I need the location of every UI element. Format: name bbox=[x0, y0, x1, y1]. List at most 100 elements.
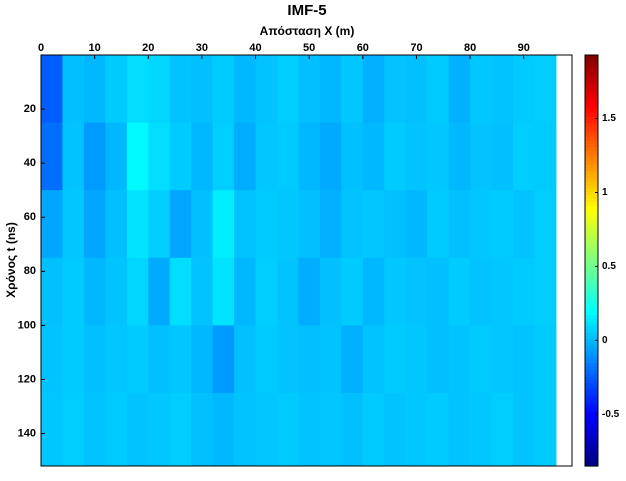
colorbar-strip bbox=[585, 318, 598, 323]
heatmap-cell bbox=[534, 392, 557, 467]
heatmap-cell bbox=[126, 122, 149, 191]
heatmap-cell bbox=[319, 55, 342, 124]
colorbar-strip bbox=[585, 126, 598, 131]
heatmap-cell bbox=[148, 325, 171, 394]
heatmap-cell bbox=[212, 325, 235, 394]
colorbar-strip bbox=[585, 130, 598, 135]
heatmap-cell bbox=[277, 122, 299, 191]
colorbar-strip bbox=[585, 274, 598, 279]
colorbar-strip bbox=[585, 157, 598, 162]
heatmap-cell bbox=[41, 122, 63, 191]
colorbar-strip bbox=[585, 72, 598, 77]
heatmap-cell bbox=[62, 55, 85, 124]
heatmap-cell bbox=[319, 392, 342, 467]
y-tick-label: 80 bbox=[24, 265, 36, 277]
colorbar-strip bbox=[585, 383, 598, 388]
heatmap-cell bbox=[126, 325, 149, 394]
heatmap-cell bbox=[448, 122, 471, 191]
heatmap-cell bbox=[341, 257, 364, 326]
heatmap-cell bbox=[341, 190, 364, 259]
heatmap-cell bbox=[62, 122, 85, 191]
colorbar-strip bbox=[585, 387, 598, 392]
colorbar-strip bbox=[585, 400, 598, 405]
heatmap-cell bbox=[470, 392, 493, 467]
colorbar-strip bbox=[585, 329, 598, 334]
colorbar-strip bbox=[585, 301, 598, 306]
colorbar-strip bbox=[585, 209, 598, 214]
heatmap-cell bbox=[212, 257, 235, 326]
colorbar-strip bbox=[585, 370, 598, 375]
heatmap-cell bbox=[191, 55, 214, 124]
heatmap-cell bbox=[126, 190, 149, 259]
colorbar-strip bbox=[585, 445, 598, 450]
colorbar-strip bbox=[585, 267, 598, 272]
heatmap-cell bbox=[191, 325, 214, 394]
colorbar-strip bbox=[585, 96, 598, 101]
heatmap-cell bbox=[534, 257, 557, 326]
colorbar-strip bbox=[585, 438, 598, 443]
colorbar-tick-label: 0.5 bbox=[602, 261, 616, 272]
heatmap-cell bbox=[341, 122, 364, 191]
heatmap-cell bbox=[83, 190, 106, 259]
x-tick-label: 60 bbox=[357, 42, 369, 54]
heatmap-cell bbox=[534, 190, 557, 259]
heatmap-cell bbox=[148, 392, 171, 467]
colorbar-strip bbox=[585, 222, 598, 227]
colorbar-strip bbox=[585, 356, 598, 361]
colorbar-strip bbox=[585, 448, 598, 453]
colorbar-strip bbox=[585, 113, 598, 118]
heatmap-cell bbox=[470, 190, 493, 259]
colorbar-tick-label: 0 bbox=[602, 335, 608, 346]
colorbar-strip bbox=[585, 226, 598, 231]
colorbar-strip bbox=[585, 411, 598, 416]
colorbar-strip bbox=[585, 178, 598, 183]
heatmap-cell bbox=[169, 190, 192, 259]
colorbar-strip bbox=[585, 161, 598, 166]
heatmap-cell bbox=[319, 325, 342, 394]
colorbar-strip bbox=[585, 263, 598, 268]
y-tick-label: 20 bbox=[24, 103, 36, 115]
heatmap-cell bbox=[341, 392, 364, 467]
heatmap-cell bbox=[534, 55, 557, 124]
colorbar-strip bbox=[585, 349, 598, 354]
heatmap-cell bbox=[212, 392, 235, 467]
heatmap-cell bbox=[384, 392, 407, 467]
heatmap-cell bbox=[169, 392, 192, 467]
heatmap-cell bbox=[319, 122, 342, 191]
heatmap-cell bbox=[470, 55, 493, 124]
colorbar-strip bbox=[585, 322, 598, 327]
colorbar-strip bbox=[585, 352, 598, 357]
colorbar-strip bbox=[585, 366, 598, 371]
colorbar-strip bbox=[585, 342, 598, 347]
heatmap-cell bbox=[362, 257, 385, 326]
heatmap-cell bbox=[470, 257, 493, 326]
heatmap-cell bbox=[470, 325, 493, 394]
heatmap-cell bbox=[427, 325, 450, 394]
y-tick-label: 60 bbox=[24, 211, 36, 223]
heatmap-cell bbox=[384, 55, 407, 124]
x-tick-label: 50 bbox=[303, 42, 315, 54]
heatmap-cell bbox=[105, 190, 128, 259]
heatmap-cell bbox=[234, 122, 257, 191]
colorbar-strip bbox=[585, 311, 598, 316]
heatmap-cell bbox=[126, 55, 149, 124]
heatmap-cell bbox=[41, 190, 63, 259]
colorbar-strip bbox=[585, 188, 598, 193]
colorbar-strip bbox=[585, 315, 598, 320]
colorbar-strip bbox=[585, 82, 598, 87]
colorbar-strip bbox=[585, 452, 598, 457]
colorbar-strip bbox=[585, 421, 598, 426]
heatmap-cell bbox=[277, 257, 299, 326]
heatmap-cell bbox=[255, 55, 278, 124]
heatmap-cell bbox=[277, 55, 299, 124]
x-tick-label: 90 bbox=[518, 42, 530, 54]
x-tick-label: 70 bbox=[410, 42, 422, 54]
heatmap-cell bbox=[212, 122, 235, 191]
heatmap-cell bbox=[191, 190, 214, 259]
colorbar-strip bbox=[585, 164, 598, 169]
heatmap-cell bbox=[191, 392, 214, 467]
heatmap-cell bbox=[298, 122, 321, 191]
heatmap-cell bbox=[427, 392, 450, 467]
heatmap-cell bbox=[255, 122, 278, 191]
